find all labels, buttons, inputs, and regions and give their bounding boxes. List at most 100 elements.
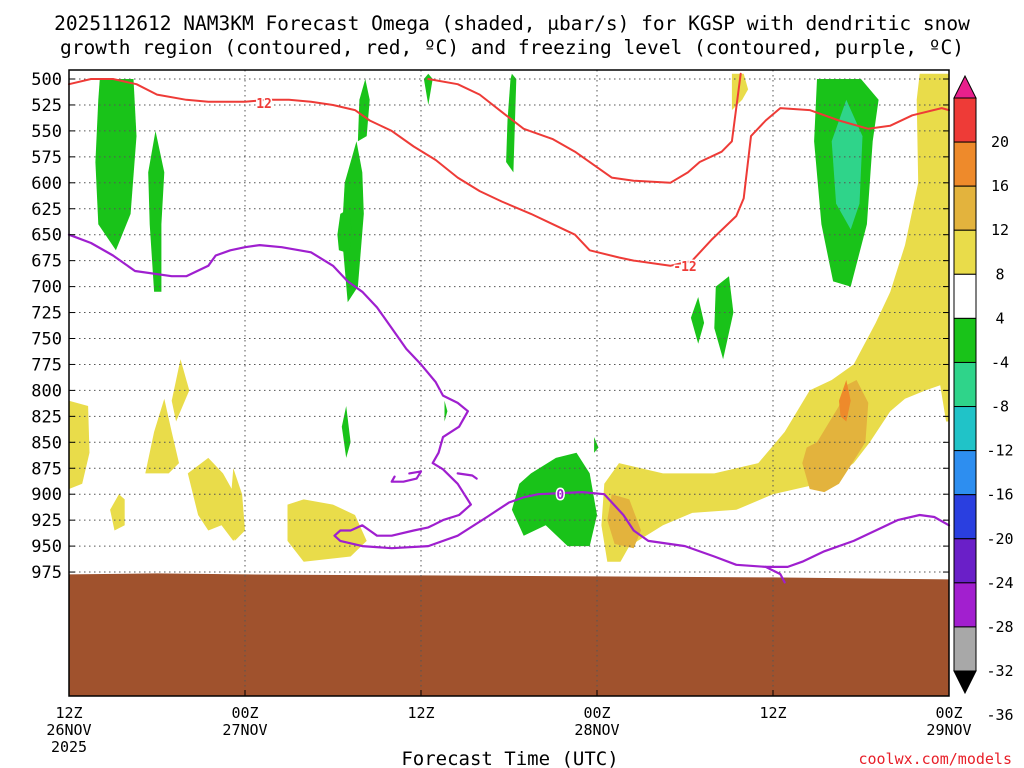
y-axis: 500 525 550 575 600 625 650 675 700 725 750 775 800 8… [31,70,949,583]
y-tick-label-750: 750 [31,330,62,350]
y-tick-label-650: 650 [31,226,62,246]
colorbar-label-2: 12 [991,221,1009,239]
freezing-level-contours: 0 [67,233,951,584]
omega-region-20 [110,494,125,531]
colorbar-bin-9 [953,450,977,496]
colorbar-bin-12 [953,582,977,628]
y-tick-label-875: 875 [31,459,62,479]
y-tick-label-525: 525 [31,96,62,116]
y-tick-label-825: 825 [31,407,62,427]
omega-region-9 [341,406,351,458]
terrain-surface [69,573,949,696]
x-tick-date-12: 27NOV [222,721,267,739]
colorbar-label-3: 8 [995,265,1004,283]
y-tick-label-725: 725 [31,304,62,324]
y-tick-label-625: 625 [31,200,62,220]
colorbar-bin-11 [953,538,977,584]
plot-frame [68,69,950,697]
omega-region-15 [69,400,90,489]
x-tick-time-0: 12Z [55,704,82,722]
dgz-contour-label-0: 12 [256,97,272,112]
colorbar-label-13: -36 [986,706,1013,724]
freezing-contour-line-0 [67,233,951,569]
chart-title-line2: growth region (contoured, red, ºC) and f… [60,36,964,59]
y-tick-label-850: 850 [31,433,62,453]
y-tick-label-600: 600 [31,174,62,194]
omega-region-21 [287,499,367,562]
dgz-contour-label-1: -12 [673,260,696,275]
freezing-contour-line-1 [390,470,423,483]
x-tick-date-0: 26NOV [46,721,91,739]
colorbar-label-6: -8 [991,398,1009,416]
colorbar-label-8: -16 [986,486,1013,504]
colorbar-label-10: -24 [986,574,1013,592]
colorbar-label-11: -28 [986,618,1013,636]
y-tick-label-925: 925 [31,511,62,531]
colorbar-label-9: -20 [986,530,1013,548]
x-tick-time-36: 00Z [583,704,610,722]
omega-region-5 [506,73,517,173]
gridlines [69,70,949,696]
dendritic-growth-contours: 12 -12 [68,72,950,276]
y-tick-label-950: 950 [31,537,62,557]
x-tick-time-24: 12Z [407,704,434,722]
x-axis-title: Forecast Time (UTC) [401,748,618,768]
colorbar-label-12: -32 [986,662,1013,680]
y-tick-label-550: 550 [31,122,62,142]
omega-region-24 [802,380,869,493]
y-tick-label-675: 675 [31,252,62,272]
omega-region-19 [230,468,245,541]
omega-region-3 [357,79,370,142]
colorbar-bottom-arrow [953,670,977,695]
colorbar-label-0: 20 [991,133,1009,151]
omega-region-11 [594,437,599,453]
credit-text: coolwx.com/models [858,750,1012,768]
colorbar-bin-13 [953,626,977,672]
colorbar-bin-6 [953,317,977,363]
omega-region-7 [690,297,705,344]
omega-region-1 [148,130,165,292]
colorbar-bin-7 [953,361,977,408]
colorbar: 20 16 12 8 4 -4 -8 -12 -16 -20 -24 -28 -32 -36 [953,74,1014,724]
omega-region-14 [831,99,863,230]
omega-region-12 [511,452,597,547]
x-tick-year-0: 2025 [51,738,87,756]
colorbar-bin-8 [953,406,977,452]
colorbar-bin-3 [953,185,977,231]
omega-region-2 [341,141,364,303]
x-tick-date-36: 28NOV [574,721,619,739]
x-tick-time-12: 00Z [231,704,258,722]
freezing-contour-label-0: 0 [556,488,564,503]
y-tick-label-975: 975 [31,563,62,583]
x-tick-date-60: 29NOV [926,721,971,739]
y-tick-label-700: 700 [31,278,62,298]
x-tick-time-60: 00Z [935,704,962,722]
omega-region-4 [423,73,433,105]
omega-region-23 [731,73,749,111]
colorbar-bin-2 [953,141,977,187]
colorbar-label-4: 4 [995,309,1004,327]
y-tick-label-775: 775 [31,355,62,375]
omega-region-26 [839,380,851,422]
colorbar-bin-4 [953,229,977,275]
terrain-fill [69,573,949,696]
y-tick-label-900: 900 [31,485,62,505]
dgz-contour-line-1 [427,72,742,184]
omega-region-6 [337,208,353,254]
colorbar-label-7: -12 [986,442,1013,460]
omega-region-0 [95,79,137,251]
freezing-contour-line-3 [764,565,786,584]
chart-title-line1: 2025112612 NAM3KM Forecast Omega (shaded… [54,12,970,35]
colorbar-top-arrow [953,74,977,99]
freezing-contour-line-2 [456,472,478,480]
colorbar-label-5: -4 [991,353,1009,371]
colorbar-bin-10 [953,494,977,540]
y-tick-label-575: 575 [31,148,62,168]
y-tick-label-500: 500 [31,70,62,90]
dgz-contour-line-0 [68,78,950,267]
omega-region-18 [187,457,241,541]
omega-region-16 [145,398,179,474]
x-tick-time-48: 12Z [759,704,786,722]
